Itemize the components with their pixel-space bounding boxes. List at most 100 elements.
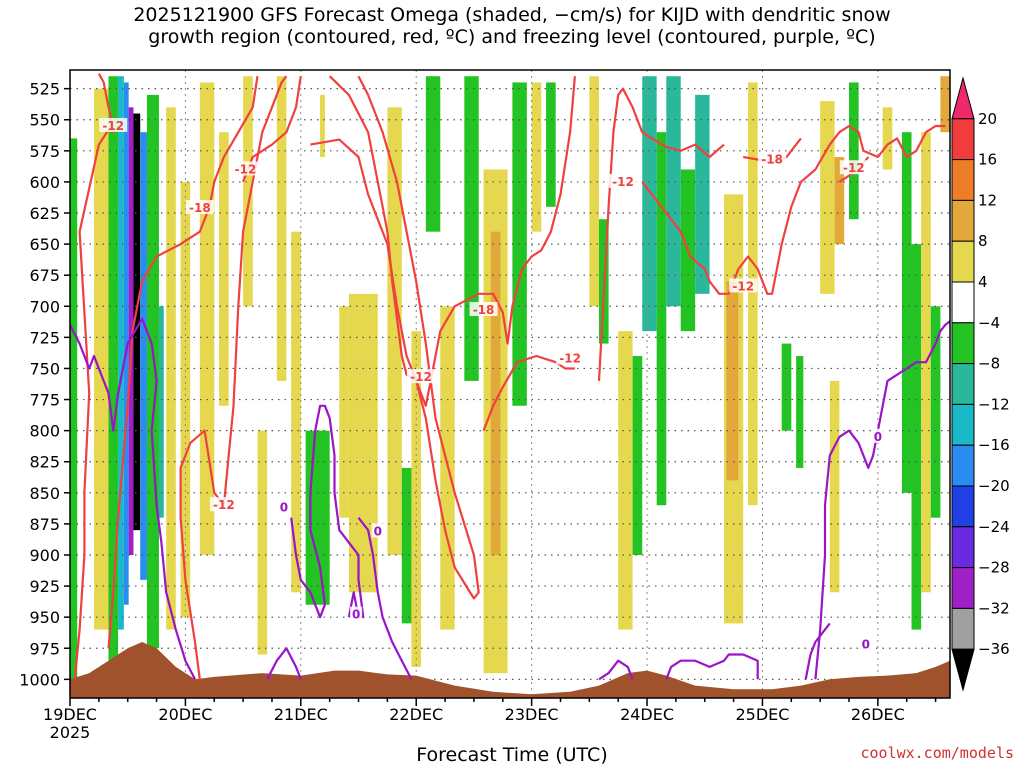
ytick-label-550: 550 [29,111,60,130]
omega-band-29 [490,231,501,555]
omega-band-27 [464,76,479,381]
colorbar-swatch-7 [951,363,975,405]
colorbar-swatch-9 [951,444,975,487]
ytick-label-925: 925 [29,577,60,596]
colorbar-label-5: −4 [978,314,1000,332]
omega-band-33 [589,76,599,307]
ytick-label-775: 775 [29,391,60,410]
omega-band-45 [781,343,792,431]
omega-band-56 [940,76,950,133]
omega-band-50 [849,82,859,220]
colorbar-label-4: 4 [978,273,988,291]
credit-text: coolwx.com/models [860,744,1014,762]
dgz-label-4: -18 [473,303,495,317]
omega-band-20 [339,306,349,518]
xtick-label-24DEC: 24DEC [620,705,674,724]
omega-band-22 [387,107,402,555]
dgz-label-0: -12 [102,119,124,133]
omega-band-8 [146,94,159,649]
omega-band-13 [219,132,229,406]
colorbar-label-1: 16 [978,151,997,169]
colorbar-label-2: 12 [978,191,997,209]
x-axis-label: Forecast Time (UTC) [416,744,608,766]
omega-band-35 [618,331,633,630]
colorbar-swatch-8 [951,403,975,446]
colorbar-swatch-top [951,76,975,120]
omega-band-14 [243,76,253,307]
colorbar-swatch-6 [951,322,975,365]
omega-band-17 [291,231,301,593]
colorbar-label-8: −16 [978,436,1010,454]
omega-band-46 [796,356,804,468]
omega-band-24 [411,331,422,667]
omega-band-5 [128,107,134,555]
dgz-label-bg-1 [185,200,214,215]
colorbar-label-7: −12 [978,395,1010,413]
ytick-label-625: 625 [29,204,60,223]
omega-band-2 [108,76,119,661]
dgz-contour-0 [73,73,115,680]
dgz-label-6: -12 [559,352,581,366]
omega-band-0 [70,138,78,680]
omega-band-6 [133,113,141,531]
omega-band-32 [546,82,556,207]
ytick-label-950: 950 [29,608,60,627]
ytick-label-675: 675 [29,266,60,285]
title-line-2: growth region (contoured, red, ºC) and f… [148,26,876,48]
colorbar-label-0: 20 [978,110,997,128]
ytick-label-875: 875 [29,515,60,534]
ytick-label-975: 975 [29,639,60,658]
contour-labels: -12-18-12-12-18-12-12-12-12-18-12000000 [99,117,884,652]
terrain-layer [70,642,950,698]
dgz-contour-4 [310,75,480,600]
omega-band-7 [140,132,147,580]
omega-band-48 [829,380,840,593]
ytick-label-750: 750 [29,359,60,378]
freezing-contour-4 [598,659,634,681]
omega-band-47 [820,101,835,294]
dgz-label-9: -18 [761,153,783,167]
freezing-label-4: 0 [374,524,382,538]
dgz-label-8: -12 [732,279,754,293]
colorbar-label-12: −32 [978,599,1010,617]
omega-band-18 [305,430,330,605]
dgz-label-1: -18 [189,201,211,215]
dgz-label-3: -12 [235,162,257,176]
dgz-contour-6 [482,354,575,431]
dgz-contour-7 [597,87,725,381]
ytick-label-650: 650 [29,235,60,254]
ytick-label-1000: 1000 [19,670,60,689]
dgz-label-bg-10 [839,160,868,175]
omega-band-44 [748,82,758,506]
omega-band-31 [531,82,542,232]
freezing-contour-3 [357,517,413,680]
omega-band-21 [348,293,378,593]
colorbar-label-13: −36 [978,640,1010,658]
colorbar-swatch-12 [951,567,975,609]
dgz-label-7: -12 [612,175,634,189]
dgz-label-bg-7 [609,173,638,188]
colorbar-label-11: −28 [978,559,1010,577]
dgz-label-5: -12 [410,370,432,384]
dgz-label-bg-3 [231,161,260,176]
xtick-label-22DEC: 22DEC [389,705,443,724]
dendritic-growth-contours [73,73,946,680]
colorbar-swatch-3 [951,199,975,242]
freezing-label-bg-7 [859,636,872,651]
colorbar-swatch-2 [951,159,975,201]
omega-band-1 [94,88,109,630]
freezing-label-bg-4 [371,523,384,538]
dgz-label-2: -12 [213,498,235,512]
dgz-label-bg-5 [407,369,436,384]
ytick-label-850: 850 [29,484,60,503]
freezing-contour-5 [665,653,759,680]
freezing-label-3: 0 [352,608,360,622]
ytick-label-900: 900 [29,546,60,565]
chart-title: 2025121900 GFS Forecast Omega (shaded, −… [0,4,1024,48]
dgz-contour-5 [328,75,576,407]
plot-frame [69,69,951,699]
xtick-sublabel-19DEC: 2025 [50,723,91,742]
freezing-contour-7 [804,622,831,680]
title-line-1: 2025121900 GFS Forecast Omega (shaded, −… [133,4,891,26]
